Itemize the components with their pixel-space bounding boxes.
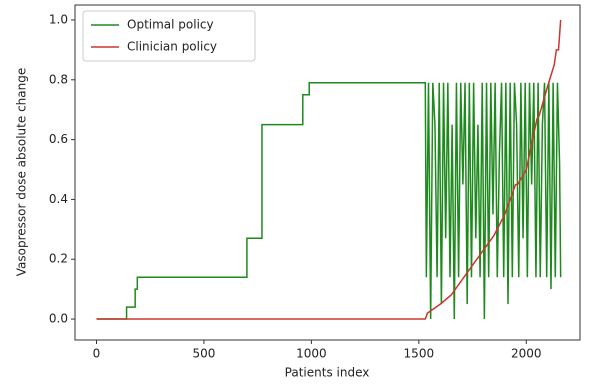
x-tick-label: 1500 [404,347,435,361]
y-tick-label: 0.4 [49,192,68,206]
line-series [96,82,562,320]
legend-label: Optimal policy [127,18,214,32]
x-tick-label: 500 [192,347,215,361]
x-tick-label: 1000 [296,347,327,361]
y-tick-label: 0.2 [49,252,68,266]
y-axis-label: Vasopressor dose absolute change [15,68,29,276]
y-tick-label: 0.8 [49,72,68,86]
legend-label: Clinician policy [127,40,217,54]
x-tick-label: 0 [93,347,101,361]
plot-frame [74,4,581,341]
x-axis-label: Patients index [285,366,370,380]
x-tick-label: 2000 [511,347,542,361]
line-series [96,19,562,320]
y-tick-label: 1.0 [49,12,68,26]
y-tick-label: 0.6 [49,132,68,146]
legend-box [82,10,256,62]
y-tick-label: 0.0 [49,312,68,326]
